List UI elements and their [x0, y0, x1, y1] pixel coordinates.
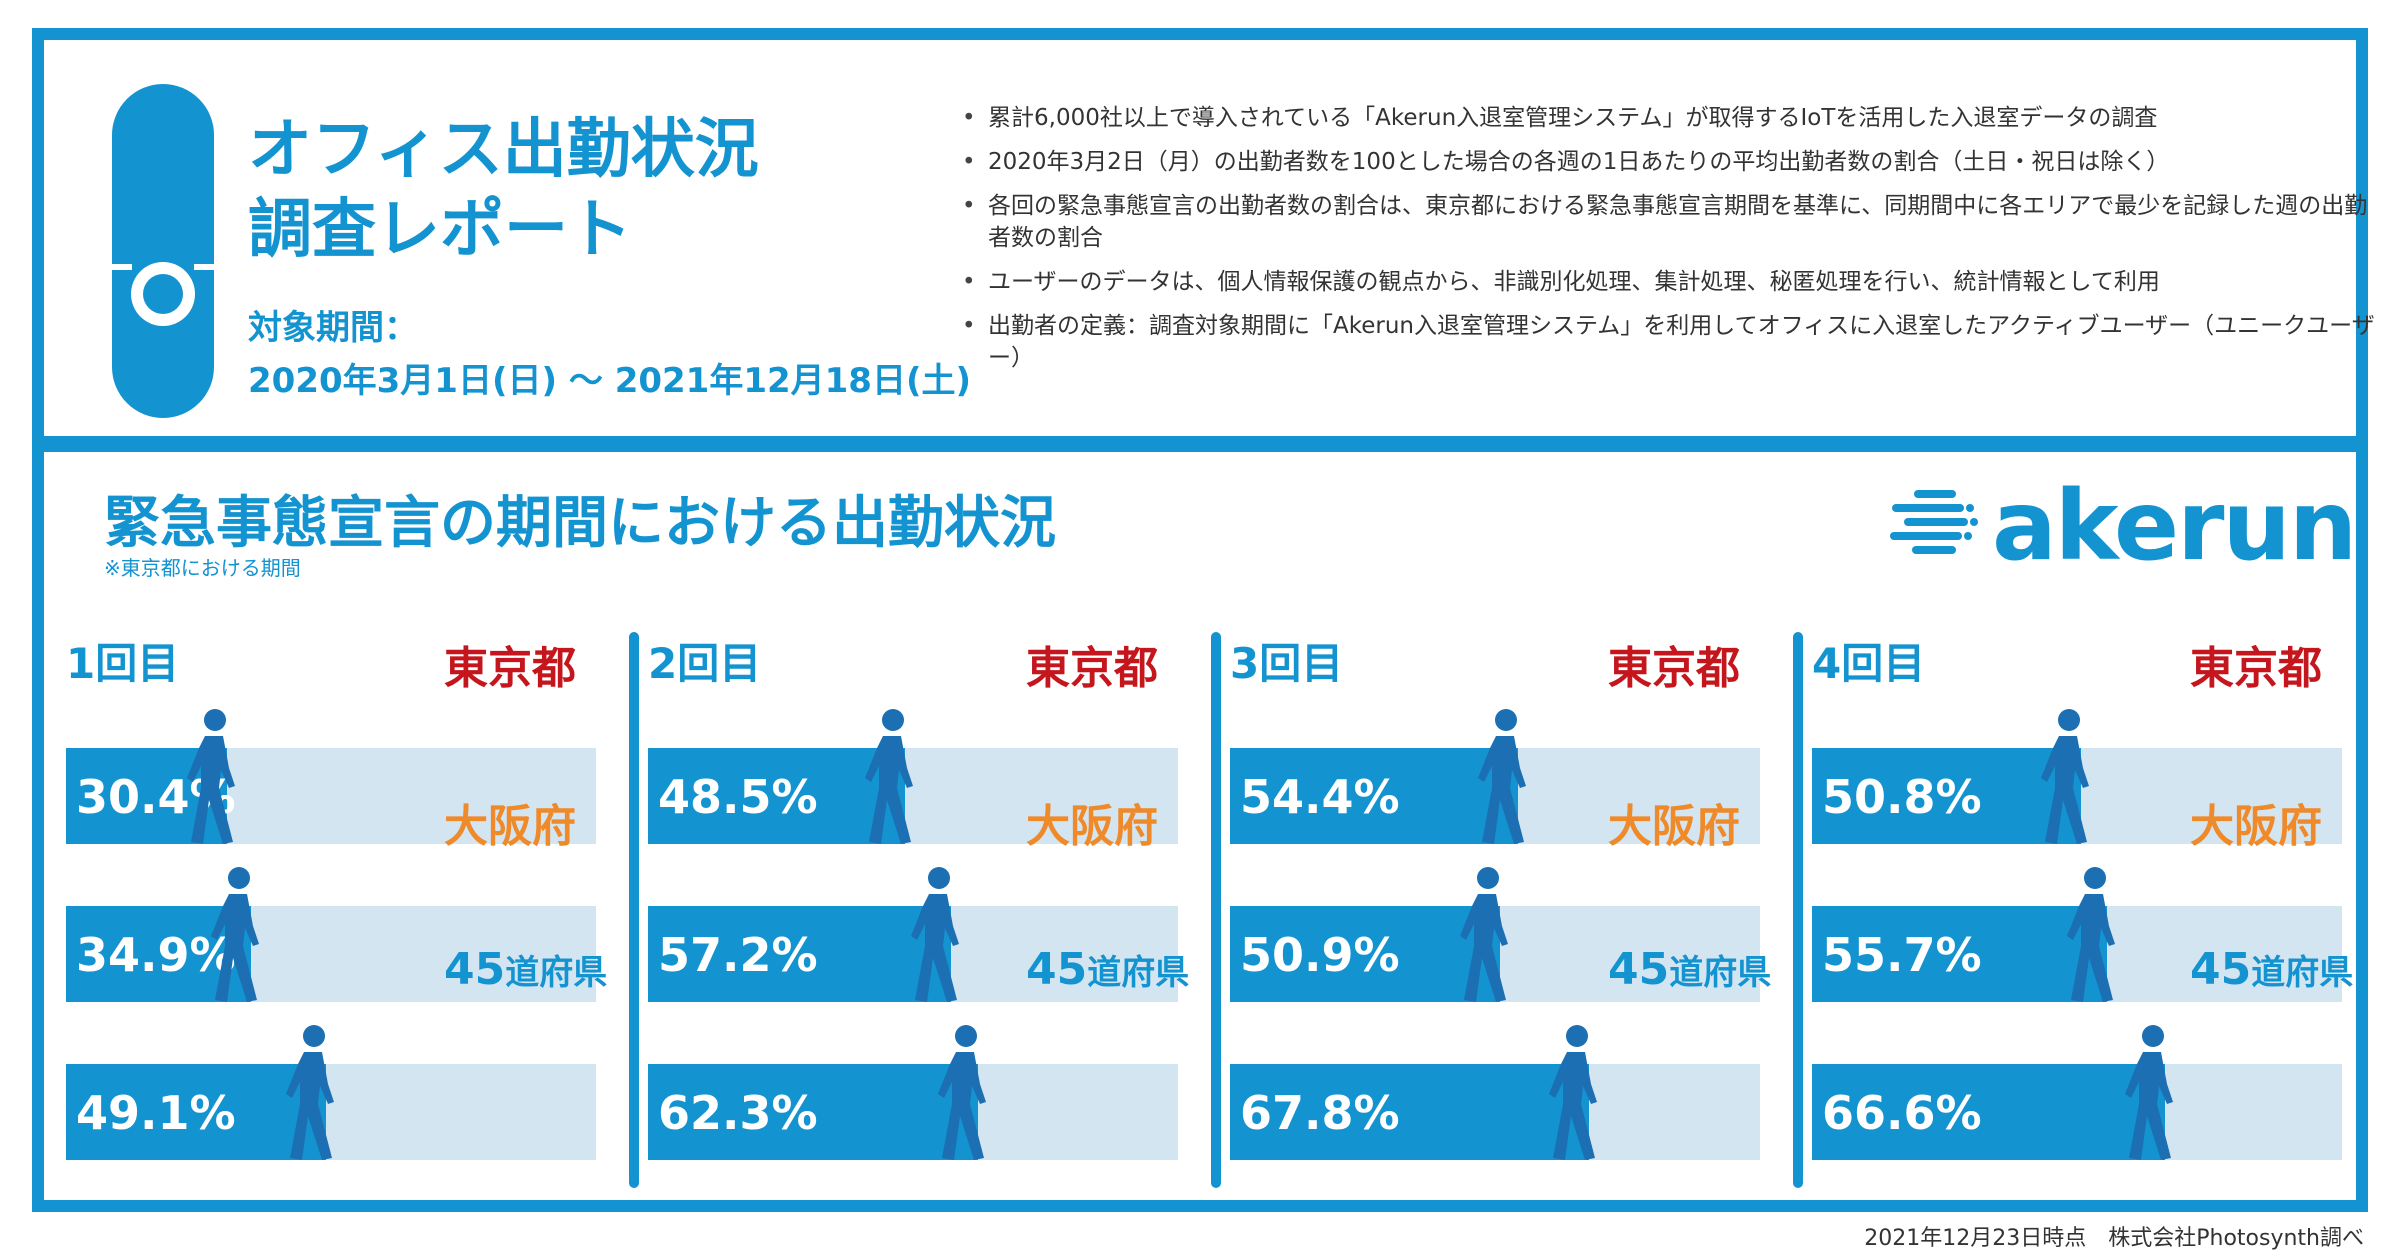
bar-value-label: 48.5% — [658, 770, 818, 824]
region-label: 大阪府 — [444, 801, 576, 852]
wave-label: 1回目 — [66, 639, 180, 688]
region-label: 大阪府 — [2190, 801, 2322, 852]
panel-divider — [1793, 632, 1803, 1188]
region-label: 45道府県 — [1608, 944, 1772, 995]
bar-track: 66.6% — [1812, 1064, 2342, 1160]
bar-fill — [648, 748, 905, 844]
bar-value-label: 55.7% — [1822, 928, 1982, 982]
bar-value-label: 57.2% — [658, 928, 818, 982]
region-label: 東京都 — [1026, 643, 1158, 694]
bar-fill — [1230, 906, 1500, 1002]
bar-fill — [1230, 1064, 1589, 1160]
walking-person-icon — [183, 708, 247, 844]
wave-label: 4回目 — [1812, 639, 1926, 688]
walking-person-icon — [907, 866, 971, 1002]
bar-fill — [1812, 748, 2081, 844]
period-value: 2020年3月1日(日) 〜 2021年12月18日(土) — [248, 361, 972, 401]
akerun-logo: akerun — [1884, 470, 2357, 582]
bar-fill — [1230, 748, 1518, 844]
walking-person-icon — [861, 708, 925, 844]
walking-person-icon — [934, 1024, 998, 1160]
bar-fill — [1812, 1064, 2165, 1160]
region-label: 東京都 — [1608, 643, 1740, 694]
bar-track: 48.5% — [648, 748, 1178, 844]
title-line-1: オフィス出勤状況 — [248, 113, 759, 187]
note-item: 出勤者の定義：調査対象期間に「Akerun入退室管理システム」を利用してオフィス… — [962, 310, 2382, 374]
note-item: 各回の緊急事態宣言の出勤者数の割合は、東京都における緊急事態宣言期間を基準に、同… — [962, 190, 2382, 254]
bar-fill — [66, 1064, 326, 1160]
bar-track: 57.2% — [648, 906, 1178, 1002]
bar-value-label: 34.9% — [76, 928, 236, 982]
bar-track: 49.1% — [66, 1064, 596, 1160]
region-label: 45道府県 — [2190, 944, 2354, 995]
akerun-logo-text: akerun — [1992, 470, 2357, 582]
walking-person-icon — [1545, 1024, 1609, 1160]
region-label: 45道府県 — [444, 944, 608, 995]
bar-value-label: 50.8% — [1822, 770, 1982, 824]
wave-label: 3回目 — [1230, 639, 1344, 688]
bar-fill — [648, 906, 951, 1002]
wave-label: 2回目 — [648, 639, 762, 688]
walking-person-icon — [1474, 708, 1538, 844]
walking-person-icon — [1456, 866, 1520, 1002]
walking-person-icon — [207, 866, 271, 1002]
region-label: 大阪府 — [1026, 801, 1158, 852]
page-title: オフィス出勤状況 調査レポート — [248, 110, 759, 270]
akerun-key-icon — [112, 84, 214, 418]
header-panel: オフィス出勤状況 調査レポート 対象期間： 2020年3月1日(日) 〜 202… — [32, 28, 2375, 448]
period-label: 対象期間： — [248, 308, 418, 348]
section-title: 緊急事態宣言の期間における出勤状況 — [104, 491, 1056, 556]
walking-person-icon — [2121, 1024, 2185, 1160]
walking-person-icon — [2037, 708, 2101, 844]
bar-fill — [648, 1064, 978, 1160]
bar-value-label: 67.8% — [1240, 1086, 1400, 1140]
region-label: 45道府県 — [1026, 944, 1190, 995]
notes-list: 累計6,000社以上で導入されている「Akerun入退室管理システム」が取得する… — [962, 102, 2382, 386]
chart-panel: 緊急事態宣言の期間における出勤状況 ※東京都における期間 akerun 1回目 3… — [32, 440, 2368, 1212]
region-label: 東京都 — [2190, 643, 2322, 694]
walking-person-icon — [282, 1024, 346, 1160]
panel-divider — [1211, 632, 1221, 1188]
title-line-2: 調査レポート — [248, 193, 632, 267]
akerun-logo-icon — [1890, 490, 1978, 554]
note-item: 2020年3月2日（月）の出勤者数を100とした場合の各週の1日あたりの平均出勤… — [962, 146, 2382, 178]
footer-source: 2021年12月23日時点 株式会社Photosynth調べ — [1864, 1226, 2364, 1251]
bar-fill — [1812, 906, 2107, 1002]
section-note: ※東京都における期間 — [104, 556, 301, 580]
bar-track: 67.8% — [1230, 1064, 1760, 1160]
bar-value-label: 49.1% — [76, 1086, 236, 1140]
region-label: 東京都 — [444, 643, 576, 694]
bar-value-label: 62.3% — [658, 1086, 818, 1140]
panel-divider — [629, 632, 639, 1188]
bar-value-label: 54.4% — [1240, 770, 1400, 824]
note-item: ユーザーのデータは、個人情報保護の観点から、非識別化処理、集計処理、秘匿処理を行… — [962, 266, 2382, 298]
walking-person-icon — [2063, 866, 2127, 1002]
bar-value-label: 50.9% — [1240, 928, 1400, 982]
note-item: 累計6,000社以上で導入されている「Akerun入退室管理システム」が取得する… — [962, 102, 2382, 134]
region-label: 大阪府 — [1608, 801, 1740, 852]
bar-track: 62.3% — [648, 1064, 1178, 1160]
bar-value-label: 66.6% — [1822, 1086, 1982, 1140]
bar-track: 50.8% — [1812, 748, 2342, 844]
